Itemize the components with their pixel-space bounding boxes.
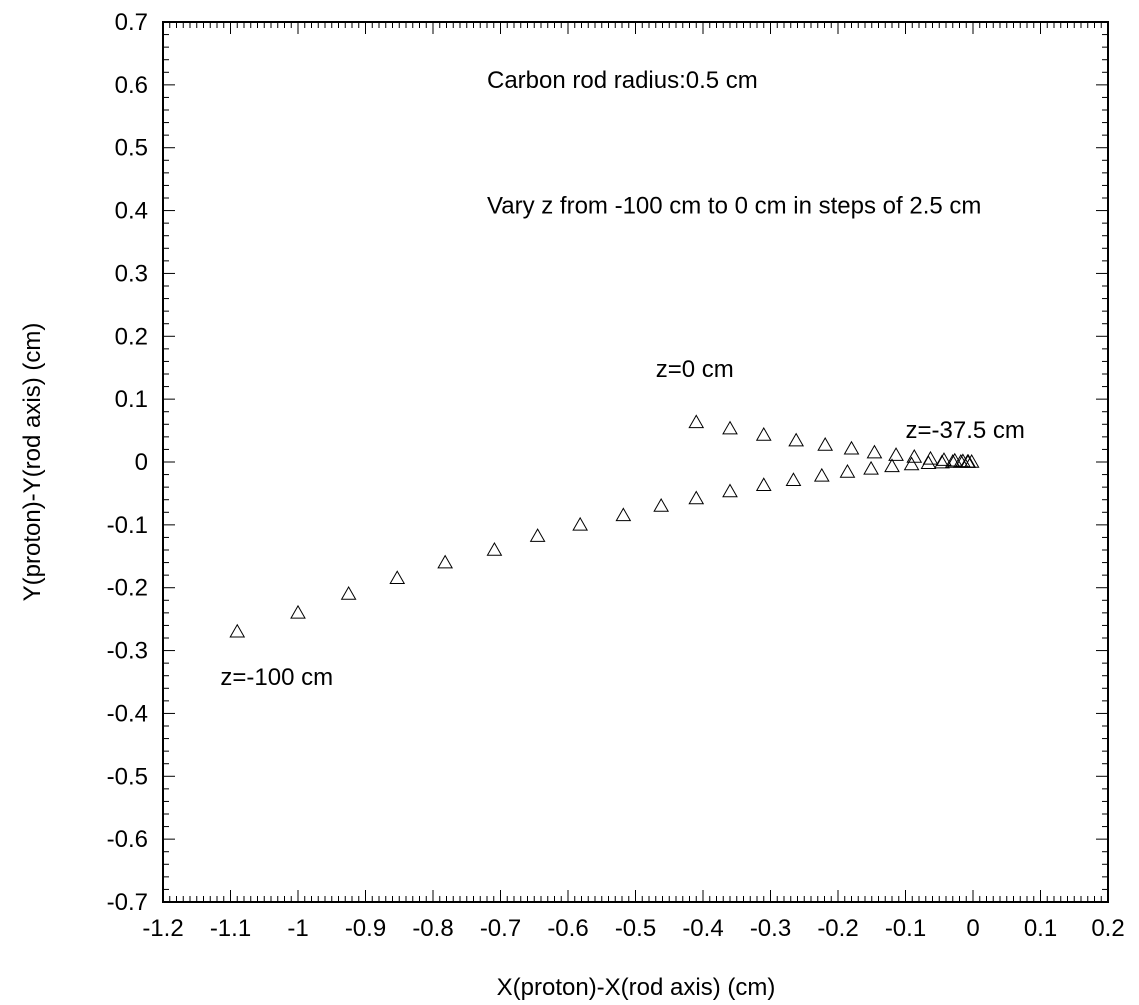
chart-annotation: z=0 cm	[656, 356, 734, 383]
data-point	[688, 414, 705, 429]
y-tick-label: 0.7	[115, 9, 148, 36]
data-point	[290, 604, 306, 619]
data-point	[229, 623, 246, 638]
x-tick-label: 0.1	[1024, 915, 1057, 942]
data-point	[785, 472, 802, 486]
y-tick-labels: 0.7 0.6 0.5 0.4 0.3 0.2 0.1 0 -0.1 -0.2 -0.3 -0.4 -0…	[107, 9, 148, 916]
y-tick-label: -0.1	[107, 512, 148, 539]
data-point	[936, 452, 952, 466]
data-point	[960, 453, 977, 468]
data-point	[653, 497, 670, 512]
data-point	[863, 460, 879, 475]
data-point	[755, 477, 772, 492]
data-point	[722, 483, 738, 498]
y-tick-label: -0.4	[107, 700, 148, 727]
y-tick-label: 0	[135, 449, 148, 476]
plot-frame	[162, 21, 1109, 903]
data-point	[340, 585, 357, 600]
data-point	[955, 453, 971, 468]
x-tick-label: -0.6	[547, 915, 588, 942]
data-point	[688, 490, 705, 505]
data-point	[529, 528, 546, 542]
x-tick-labels: -1.2 -1.1 -1 -0.9 -0.8 -0.7 -0.6 -0.5 -0.4 -0.3 -0…	[142, 915, 1124, 942]
chart-annotation: Vary z from -100 cm to 0 cm in steps of …	[487, 193, 981, 220]
data-point	[946, 452, 963, 467]
y-tick-label: 0.6	[115, 72, 148, 99]
data-point	[944, 453, 961, 468]
y-axis-title: Y(proton)-Y(rod axis) (cm)	[19, 323, 46, 602]
y-tick-label: -0.2	[107, 575, 148, 602]
y-tick-label: -0.3	[107, 638, 148, 665]
x-tick-label: -0.1	[885, 915, 926, 942]
data-point	[903, 456, 920, 471]
axis-ticks	[162, 21, 1109, 903]
x-tick-label: 0.2	[1091, 915, 1124, 942]
annotations: Carbon rod radius:0.5 cm Vary z from -100…	[220, 67, 1025, 691]
data-point	[884, 458, 900, 473]
data-point	[788, 432, 805, 447]
data-point	[866, 444, 883, 459]
x-tick-label: -0.5	[615, 915, 656, 942]
data-point	[906, 448, 923, 463]
x-tick-label: -0.9	[345, 915, 386, 942]
data-point	[817, 437, 834, 451]
data-point	[615, 507, 632, 522]
data-point	[722, 420, 738, 435]
x-tick-label: 0	[966, 915, 979, 942]
data-markers	[229, 414, 980, 638]
y-tick-label: -0.5	[107, 763, 148, 790]
y-tick-label: -0.7	[107, 889, 148, 916]
x-axis-title: X(proton)-X(rod axis) (cm)	[497, 974, 776, 1001]
data-point	[572, 516, 589, 531]
x-tick-label: -0.8	[412, 915, 453, 942]
chart-annotation: z=-100 cm	[220, 664, 333, 691]
y-tick-label: 0.2	[115, 323, 148, 350]
x-tick-label: -1	[287, 915, 308, 942]
x-tick-label: -1.1	[210, 915, 251, 942]
x-tick-label: -1.2	[142, 915, 183, 942]
data-point	[755, 426, 772, 441]
chart-annotation: Carbon rod radius:0.5 cm	[487, 67, 758, 94]
data-point	[839, 464, 856, 478]
data-point	[920, 455, 937, 470]
y-tick-label: -0.6	[107, 826, 148, 853]
data-point	[437, 554, 454, 569]
data-point	[888, 447, 904, 461]
data-point	[486, 541, 503, 556]
data-point	[813, 467, 830, 482]
y-tick-label: 0.5	[115, 135, 148, 162]
data-point	[922, 450, 939, 465]
data-point	[934, 454, 950, 469]
x-tick-label: -0.7	[480, 915, 521, 942]
x-tick-label: -0.4	[682, 915, 723, 942]
chart-annotation: z=-37.5 cm	[906, 417, 1025, 444]
data-point	[389, 570, 406, 585]
data-point	[843, 440, 860, 455]
y-tick-label: 0.4	[115, 198, 148, 225]
x-tick-label: -0.2	[817, 915, 858, 942]
y-tick-label: 0.1	[115, 386, 148, 413]
x-tick-label: -0.3	[750, 915, 791, 942]
y-tick-label: 0.3	[115, 260, 148, 287]
